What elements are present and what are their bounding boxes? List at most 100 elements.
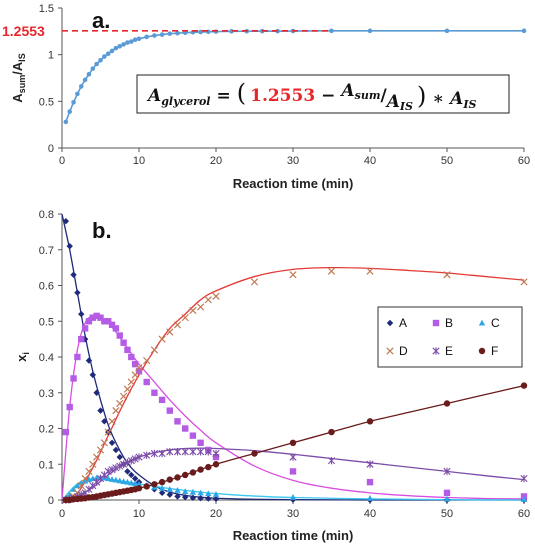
eq-close-paren: ): [417, 82, 426, 110]
panel-a-data-point: [113, 45, 119, 51]
data-point-d: [123, 385, 132, 393]
eq-times: ∗: [432, 89, 444, 109]
data-point-e: [135, 453, 143, 461]
data-point-f: [151, 481, 158, 488]
data-point-b: [124, 346, 131, 354]
data-point-d: [158, 335, 166, 343]
panel-a-x-tick-label: 40: [364, 155, 376, 167]
legend-marker-f: [478, 347, 486, 355]
data-point-c: [205, 490, 212, 497]
data-point-c: [108, 476, 116, 482]
data-point-b: [128, 353, 135, 361]
data-point-c: [289, 493, 297, 500]
data-point-a: [197, 495, 204, 502]
panel-a-data-point: [152, 33, 157, 38]
data-point-e: [181, 448, 189, 456]
panel-b-y-tick-label: 0.5: [39, 316, 54, 328]
data-point-a: [112, 446, 120, 454]
data-point-b: [78, 335, 85, 343]
panel-a-x-tick-label: 20: [210, 155, 222, 167]
data-point-f: [158, 478, 166, 486]
data-point-a: [205, 495, 212, 502]
data-point-c: [366, 495, 374, 501]
panel-b-y-tick-label: 0: [48, 495, 54, 507]
data-point-b: [366, 478, 374, 486]
data-point-f: [366, 418, 374, 425]
panel-a-ylabel: Asum/AIS: [10, 53, 27, 102]
panel-a-data-point: [94, 61, 99, 67]
data-point-e: [123, 458, 132, 467]
eq-frac-slash: /: [380, 86, 387, 106]
data-point-a: [116, 453, 123, 461]
data-point-a: [89, 371, 96, 379]
eq-equals: =: [216, 86, 230, 106]
data-point-d: [212, 292, 220, 300]
panel-a-y-tick-label: 1.5: [39, 3, 54, 15]
data-point-c: [197, 489, 204, 496]
data-point-e: [197, 448, 205, 456]
legend-label-c: C: [491, 316, 500, 330]
data-point-c: [74, 482, 81, 489]
panel-b-y-tick-label: 0.6: [39, 281, 54, 293]
data-point-f: [135, 485, 143, 492]
data-point-b: [105, 318, 112, 325]
eq-open-paren: (: [237, 79, 246, 107]
data-point-e: [108, 465, 116, 474]
reference-value-label: 1.2553: [2, 23, 45, 39]
data-point-d: [81, 474, 89, 483]
data-point-b: [120, 339, 127, 346]
data-point-a: [78, 310, 85, 318]
data-point-b: [108, 321, 116, 329]
data-point-b: [443, 489, 451, 497]
data-point-e: [131, 455, 139, 463]
panel-a-data-point: [198, 29, 203, 35]
eq-frac-sub2: IS: [399, 100, 413, 113]
data-point-e: [150, 449, 158, 458]
data-point-d: [112, 407, 120, 415]
panel-a-x-tick-label: 0: [59, 155, 65, 167]
data-point-c: [174, 487, 181, 493]
data-point-e: [189, 448, 197, 456]
data-point-d: [181, 314, 189, 322]
data-point-d: [520, 278, 528, 286]
data-point-f: [289, 439, 297, 446]
panel-b-ylabel: xi: [14, 352, 31, 362]
panel-b-y-tick-label: 0.1: [39, 459, 54, 471]
panel-a-data-point: [367, 28, 373, 34]
eq-tail-a: A: [448, 89, 463, 109]
data-point-f: [205, 463, 212, 471]
panel-b-x-tick-label: 0: [59, 508, 65, 520]
data-point-b: [81, 325, 89, 332]
panel-a-xlabel: Reaction time (min): [233, 176, 354, 191]
panel-a-data-point: [125, 40, 130, 45]
panel-a-data-point: [144, 34, 149, 40]
panel-b-x-tick-label: 20: [210, 508, 222, 520]
panel-b-label: b.: [92, 218, 112, 243]
data-point-a: [212, 495, 220, 503]
data-point-d: [108, 417, 116, 425]
legend-marker-d: [386, 347, 394, 355]
panel-b-xlabel: Reaction time (min): [233, 528, 354, 543]
data-point-d: [96, 446, 105, 454]
fit-line-d: [61, 266, 525, 501]
legend-marker-c: [478, 319, 486, 326]
data-point-d: [150, 346, 159, 354]
data-point-b: [66, 403, 73, 411]
panel-b-y-tick-label: 0.2: [39, 424, 54, 436]
data-point-e: [212, 449, 220, 458]
data-point-d: [104, 428, 112, 436]
eq-lhs: A: [146, 86, 161, 106]
data-point-d: [119, 392, 128, 400]
data-point-e: [158, 449, 166, 458]
data-point-c: [105, 475, 112, 482]
data-point-d: [189, 306, 197, 315]
data-point-f: [328, 428, 335, 436]
panel-a-data-point: [86, 71, 92, 77]
data-point-a: [158, 489, 166, 497]
legend-label-e: E: [445, 344, 453, 358]
data-point-a: [166, 491, 173, 498]
data-point-e: [443, 467, 451, 476]
data-point-f: [251, 450, 258, 457]
data-point-b: [166, 407, 173, 414]
